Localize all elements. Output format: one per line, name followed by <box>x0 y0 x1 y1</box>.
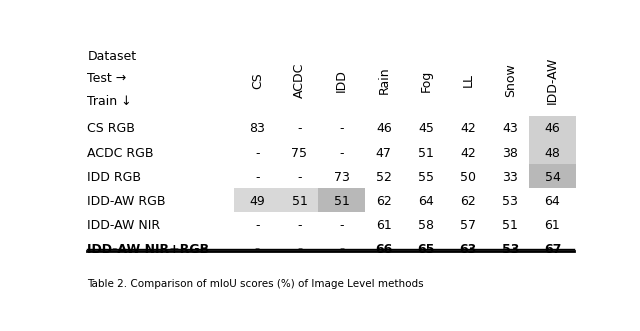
Text: -: - <box>339 244 344 257</box>
Text: Snow: Snow <box>504 64 516 97</box>
Text: -: - <box>339 122 344 135</box>
Text: 65: 65 <box>417 244 435 257</box>
Text: IDD-AW NIR+RGB: IDD-AW NIR+RGB <box>88 244 209 257</box>
Text: 53: 53 <box>502 244 519 257</box>
Text: IDD-AW NIR: IDD-AW NIR <box>88 219 161 232</box>
Text: IDD RGB: IDD RGB <box>88 171 141 184</box>
Text: ACDC: ACDC <box>293 63 306 98</box>
Text: 83: 83 <box>250 122 265 135</box>
Text: -: - <box>255 171 260 184</box>
Text: 43: 43 <box>502 122 518 135</box>
Text: Rain: Rain <box>378 67 390 94</box>
Text: Train ↓: Train ↓ <box>88 95 132 108</box>
Text: 50: 50 <box>460 171 476 184</box>
Bar <box>234 188 280 213</box>
Bar <box>276 188 323 213</box>
Bar <box>529 164 575 188</box>
Text: 73: 73 <box>333 171 349 184</box>
Text: CS: CS <box>251 72 264 89</box>
Text: -: - <box>297 122 301 135</box>
Text: 64: 64 <box>418 195 434 208</box>
Text: 48: 48 <box>545 147 561 160</box>
Text: 75: 75 <box>291 147 307 160</box>
Text: Dataset: Dataset <box>88 50 136 63</box>
Text: 38: 38 <box>502 147 518 160</box>
Text: Test →: Test → <box>88 71 127 85</box>
Text: Fog: Fog <box>419 70 433 92</box>
Text: -: - <box>255 147 260 160</box>
Text: IDD-AW: IDD-AW <box>546 57 559 104</box>
Bar <box>529 116 575 140</box>
Text: 33: 33 <box>502 171 518 184</box>
Text: 42: 42 <box>460 122 476 135</box>
Text: -: - <box>339 147 344 160</box>
Text: 49: 49 <box>250 195 265 208</box>
Bar <box>529 140 575 164</box>
Text: -: - <box>255 219 260 232</box>
Text: 63: 63 <box>460 244 477 257</box>
Text: LL: LL <box>461 73 475 87</box>
Text: 62: 62 <box>376 195 392 208</box>
Text: 62: 62 <box>460 195 476 208</box>
Text: 67: 67 <box>544 244 561 257</box>
Text: -: - <box>255 244 260 257</box>
Text: 46: 46 <box>376 122 392 135</box>
Text: 42: 42 <box>460 147 476 160</box>
Text: 55: 55 <box>418 171 434 184</box>
Text: -: - <box>297 171 301 184</box>
Text: 64: 64 <box>545 195 560 208</box>
Bar <box>319 188 365 213</box>
Text: 54: 54 <box>545 171 561 184</box>
Text: 57: 57 <box>460 219 476 232</box>
Text: 53: 53 <box>502 195 518 208</box>
Text: 46: 46 <box>545 122 560 135</box>
Text: IDD: IDD <box>335 69 348 92</box>
Text: 61: 61 <box>545 219 560 232</box>
Text: Table 2. Comparison of mIoU scores (%) of Image Level methods: Table 2. Comparison of mIoU scores (%) o… <box>88 279 424 290</box>
Text: 47: 47 <box>376 147 392 160</box>
Text: 58: 58 <box>418 219 434 232</box>
Text: 51: 51 <box>333 195 349 208</box>
Text: 66: 66 <box>375 244 392 257</box>
Text: 51: 51 <box>292 195 307 208</box>
Text: ACDC RGB: ACDC RGB <box>88 147 154 160</box>
Text: 61: 61 <box>376 219 392 232</box>
Text: 52: 52 <box>376 171 392 184</box>
Text: -: - <box>339 219 344 232</box>
Text: 45: 45 <box>418 122 434 135</box>
Text: 51: 51 <box>418 147 434 160</box>
Text: IDD-AW RGB: IDD-AW RGB <box>88 195 166 208</box>
Text: 51: 51 <box>502 219 518 232</box>
Text: -: - <box>297 244 302 257</box>
Text: CS RGB: CS RGB <box>88 122 135 135</box>
Text: -: - <box>297 219 301 232</box>
